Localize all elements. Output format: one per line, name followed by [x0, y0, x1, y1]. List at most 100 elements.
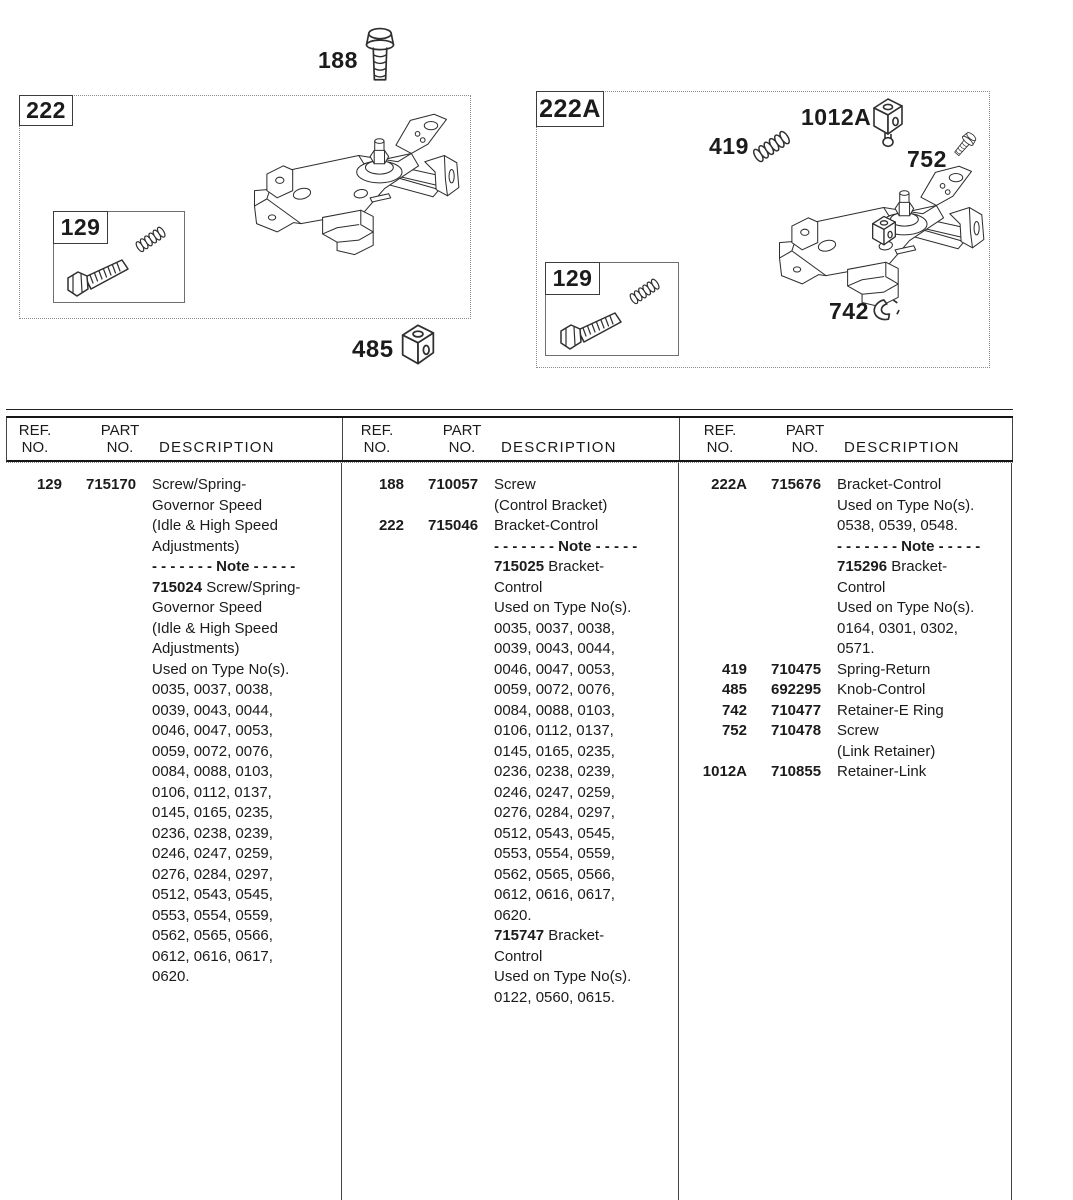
inset-box-129: 129: [53, 211, 185, 303]
part-no: 710057: [428, 476, 479, 493]
knob-1012A-drawing: [871, 96, 905, 148]
ref-no: 752: [721, 722, 747, 739]
header-ref-no: NO.: [363, 438, 391, 456]
figure-label-742: 742: [829, 298, 869, 324]
table-header: REF. NO. PART NO. DESCRIPTION REF. NO. PART…: [6, 416, 1013, 462]
description-line: Used on Type No(s).: [494, 599, 632, 616]
header-part: PART: [785, 422, 825, 439]
table-row: 742 710477 Retainer-E Ring: [691, 701, 1011, 722]
ref-no: 129: [36, 476, 62, 493]
knob-485-drawing: [401, 324, 435, 365]
description-line: Bracket-Control: [494, 517, 599, 534]
description-line: Used on Type No(s).: [837, 599, 975, 616]
header-ref: REF.: [703, 422, 737, 439]
part-no: 710477: [771, 701, 822, 719]
description-line: 0612, 0616, 0617,: [152, 947, 273, 965]
description-line: 0246, 0247, 0259,: [494, 783, 615, 801]
table-row: 222 715046 Bracket-Control - - - - - - - No…: [348, 516, 678, 1008]
description-line: 0039, 0043, 0044,: [494, 640, 615, 657]
description-line: 0164, 0301, 0302,: [837, 619, 958, 637]
description-line: 0512, 0543, 0545,: [494, 824, 615, 842]
description-line: 0553, 0554, 0559,: [152, 906, 273, 924]
table-row: 129 715170 Screw/Spring- Governor Speed (Idl…: [6, 475, 341, 988]
header-ref: REF.: [18, 422, 52, 439]
description-line: Used on Type No(s).: [152, 660, 290, 678]
description-line: Control: [494, 578, 543, 596]
bracket-assembly-drawing: [253, 113, 460, 256]
description-line: Governor Speed: [152, 599, 263, 616]
figure-box-label-222A: 222A: [536, 91, 604, 127]
header-part-no: NO.: [791, 438, 819, 456]
diagram-box-222: 222 129: [19, 95, 471, 319]
description-line: 0145, 0165, 0235,: [494, 742, 615, 760]
header-part: PART: [100, 422, 140, 439]
description-line: 0059, 0072, 0076,: [152, 742, 273, 760]
figure-label-485: 485: [352, 336, 394, 363]
description-line: Bracket-Control: [837, 476, 942, 493]
description: Retainer-E Ring: [837, 701, 1011, 722]
table-header-col-1: REF. NO. PART NO. DESCRIPTION: [7, 418, 343, 460]
description-line: Governor Speed: [152, 496, 263, 514]
table-row: 1012A 710855 Retainer-Link: [691, 762, 1011, 783]
figure-box-label-129: 129: [545, 262, 600, 295]
description: Bracket-Control Used on Type No(s). 0538, …: [837, 475, 1011, 660]
description-line: Knob-Control: [837, 681, 926, 698]
inset-box-129a: 129: [545, 262, 679, 356]
description-line: 0620.: [152, 968, 190, 985]
part-no: 710475: [771, 660, 822, 678]
ref-no: 419: [721, 660, 747, 678]
description-line: 0106, 0112, 0137,: [494, 722, 614, 739]
description-line: Used on Type No(s).: [837, 496, 975, 514]
screw-188-drawing: [365, 27, 395, 81]
description-line: - - - - - - - Note - - - - -: [152, 558, 296, 575]
description: Spring-Return: [837, 660, 1011, 681]
ref-no: 742: [721, 701, 747, 719]
description: Screw (Link Retainer): [837, 721, 1011, 762]
description-line: Retainer-E Ring: [837, 701, 944, 719]
table-body: 129 715170 Screw/Spring- Governor Speed (Idl…: [6, 462, 1013, 1200]
description-line: 0562, 0565, 0566,: [152, 927, 273, 944]
e-ring-742-drawing: [871, 296, 902, 322]
description-line: Screw: [837, 722, 879, 739]
description-line: 0236, 0238, 0239,: [152, 824, 273, 842]
header-description: DESCRIPTION: [159, 438, 275, 456]
description-line: (Control Bracket): [494, 496, 608, 514]
table-header-col-3: REF. NO. PART NO. DESCRIPTION: [680, 418, 1013, 460]
part-no: 710855: [771, 763, 822, 780]
table-row: 485 692295 Knob-Control: [691, 680, 1011, 701]
spring-129-drawing: [134, 225, 168, 254]
figure-label-188: 188: [318, 47, 358, 73]
part-no: 692295: [771, 681, 822, 698]
description-line: (Idle & High Speed: [152, 619, 278, 637]
description-line: 0046, 0047, 0053,: [152, 722, 273, 739]
screw-752-drawing: [951, 130, 977, 159]
description-line: 0035, 0037, 0038,: [152, 681, 273, 698]
spring-419-drawing: [751, 129, 792, 164]
description-line: - - - - - - - Note - - - - -: [837, 537, 981, 555]
description-line: (Idle & High Speed: [152, 517, 278, 534]
figure-box-label-222: 222: [19, 95, 73, 126]
spring-129-drawing: [628, 277, 662, 306]
description: Knob-Control: [837, 680, 1011, 701]
description-line: 0512, 0543, 0545,: [152, 886, 273, 903]
description-line: Retainer-Link: [837, 763, 927, 780]
description-line: 715296 Bracket-: [837, 558, 948, 575]
description: Screw/Spring- Governor Speed (Idle & High …: [152, 475, 341, 988]
description-line: (Link Retainer): [837, 742, 936, 760]
ref-no: 222A: [711, 476, 747, 493]
header-part-no: NO.: [448, 438, 476, 456]
header-description: DESCRIPTION: [844, 438, 960, 456]
description-line: 0538, 0539, 0548.: [837, 517, 958, 534]
header-ref: REF.: [360, 422, 394, 439]
description-line: 0059, 0072, 0076,: [494, 681, 615, 698]
parts-table: REF. NO. PART NO. DESCRIPTION REF. NO. PART…: [6, 409, 1013, 1200]
description-line: Screw: [494, 476, 536, 493]
table-top-rule: [6, 409, 1013, 410]
description-line: 0084, 0088, 0103,: [152, 763, 273, 780]
figure-label-1012A: 1012A: [801, 104, 872, 130]
mounted-knob-drawing: [872, 215, 896, 246]
header-ref-no: NO.: [706, 438, 734, 456]
parts-column-2: 188 710057 Screw (Control Bracket) 222 715046…: [342, 463, 679, 1200]
header-part-no: NO.: [106, 438, 134, 456]
description-line: Control: [494, 947, 543, 965]
